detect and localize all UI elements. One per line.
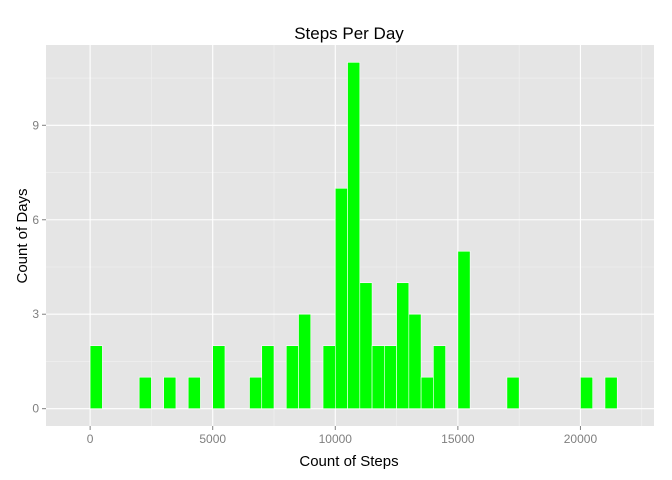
histogram-bar (322, 345, 336, 409)
x-tick-label: 20000 (564, 432, 598, 446)
histogram-bar (384, 345, 397, 409)
axes: 0 5000 10000 15000 20000 0 3 6 9 (32, 118, 597, 446)
histogram-bar (604, 376, 618, 409)
histogram-bar (371, 345, 385, 409)
x-tick-label: 0 (87, 432, 94, 446)
x-axis-title: Count of Steps (299, 453, 398, 470)
histogram-bar (138, 376, 152, 409)
y-tick-label: 9 (32, 118, 39, 132)
y-tick-label: 6 (32, 213, 39, 227)
histogram-bar (163, 376, 177, 409)
histogram-bar (334, 187, 348, 409)
histogram-bar (408, 313, 422, 409)
histogram-bar (420, 376, 434, 409)
histogram-bar (298, 313, 312, 409)
histogram-bar (433, 345, 446, 409)
histogram-bar (187, 376, 201, 409)
histogram-bar (89, 345, 103, 409)
x-tick-label: 5000 (199, 432, 226, 446)
x-tick-label: 10000 (319, 432, 353, 446)
histogram-bar (396, 282, 410, 409)
y-tick-label: 0 (32, 402, 39, 416)
histogram-bar (249, 376, 263, 409)
histogram-bar (359, 282, 373, 409)
chart-title: Steps Per Day (294, 24, 404, 43)
y-axis-title: Count of Days (14, 188, 31, 283)
histogram-bar (347, 62, 361, 409)
histogram-bar (261, 345, 275, 409)
histogram-bar (212, 345, 226, 409)
bars (89, 62, 618, 409)
histogram-bar (285, 345, 299, 409)
histogram-bar (506, 376, 520, 409)
histogram-bar (580, 376, 594, 409)
y-tick-label: 3 (32, 307, 39, 321)
histogram-bar (457, 250, 471, 409)
x-tick-label: 15000 (441, 432, 475, 446)
